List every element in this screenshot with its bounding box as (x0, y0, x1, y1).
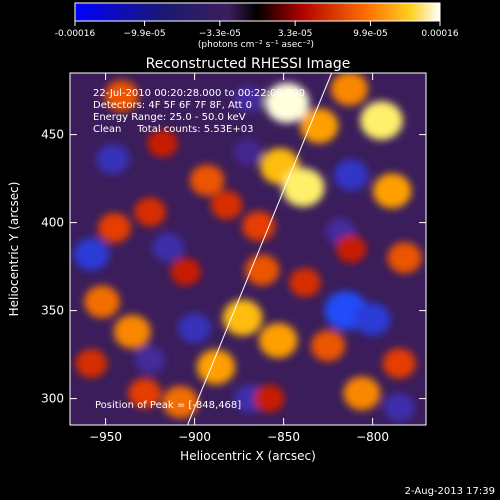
x-tick-label: −800 (356, 430, 389, 444)
heatmap-blob (245, 254, 280, 286)
x-tick-label: −900 (178, 430, 211, 444)
heatmap-blob (98, 212, 131, 243)
heatmap-blob (222, 299, 263, 336)
heatmap-blob (387, 242, 422, 274)
heatmap-blob (334, 159, 369, 191)
heatmap-blob (232, 85, 264, 114)
heatmap-blob (289, 268, 321, 297)
heatmap-blobs (73, 73, 422, 422)
chart-title: Reconstructed RHESSI Image (146, 56, 351, 72)
heatmap-blob (104, 80, 139, 112)
heatmap-blob (113, 314, 151, 349)
footer-date: 2-Aug-2013 17:39 (405, 486, 495, 497)
annotation-time-range: 22-Jul-2010 00:20:28.000 to 00:22:00.000 (93, 88, 305, 99)
heatmap-blob (210, 190, 243, 220)
heatmap-blob (75, 349, 108, 378)
heatmap-blob (354, 303, 391, 336)
y-tick-label: 400 (41, 216, 64, 230)
colorbar-tick-label: -0.00016 (55, 29, 96, 39)
heatmap-blob (128, 378, 162, 409)
heatmap-blob (152, 232, 184, 262)
heatmap-blob (196, 349, 236, 385)
colorbar (74, 2, 441, 22)
heatmap-blob (343, 376, 381, 411)
heatmap-blob (330, 73, 369, 106)
heatmap-blob (189, 164, 225, 196)
heatmap-blob (265, 82, 310, 123)
heatmap-blob (233, 139, 263, 166)
heatmap-blob (73, 238, 110, 271)
colorbar-ticks: -0.00016 −9.9e-05 −3.3e-05 3.3e-05 9.9e-05 0.… (55, 21, 459, 39)
heatmap-blob (382, 348, 416, 379)
x-tick-label: −950 (89, 430, 122, 444)
y-axis-label: Heliocentric Y (arcsec) (7, 182, 21, 317)
heatmap-blob (281, 168, 325, 207)
heatmap-blob (372, 173, 412, 209)
heatmap-blob (360, 101, 403, 140)
heatmap-blob (170, 258, 201, 286)
colorbar-tick-label: −9.9e-05 (124, 29, 166, 39)
colorbar-tick-label: 3.3e-05 (278, 29, 313, 39)
heatmap-blob (178, 313, 212, 344)
y-tick-label: 450 (41, 128, 64, 142)
colorbar-unit-label: (photons cm⁻² s⁻¹ asec⁻²) (198, 40, 314, 50)
heatmap-blob (259, 323, 298, 359)
heatmap-blob (134, 346, 166, 374)
peak-position-label: Position of Peak = [-848,468] (95, 400, 241, 411)
heatmap-blob (310, 330, 346, 362)
x-tick-label: −850 (267, 430, 300, 444)
heatmap-blob (383, 393, 416, 422)
heatmap-blob (96, 144, 130, 175)
heatmap-blob (254, 384, 285, 413)
heatmap-blob (299, 108, 339, 144)
annotation-detectors: Detectors: 4F 5F 6F 7F 8F, Att 0 (93, 100, 252, 111)
heatmap-blob (242, 211, 276, 242)
heatmap-blob (162, 385, 199, 419)
axis-ticks: −950 −900 −850 −800 300 350 400 450 (41, 73, 426, 444)
colorbar-tick-label: 0.00016 (421, 29, 458, 39)
x-axis-label: Heliocentric X (arcsec) (180, 449, 316, 463)
heatmap-blob (84, 285, 120, 319)
heatmap-blob (336, 235, 367, 263)
y-tick-label: 350 (41, 304, 64, 318)
annotation-energy-range: Energy Range: 25.0 - 50.0 keV (93, 112, 246, 123)
y-tick-label: 300 (41, 392, 64, 406)
heatmap-blob (134, 197, 166, 227)
annotation-clean-counts: Clean Total counts: 5.53E+03 (93, 124, 253, 135)
plot-frame (69, 72, 427, 426)
colorbar-tick-label: 9.9e-05 (353, 29, 388, 39)
heatmap-blob (147, 129, 178, 158)
colorbar-tick-label: −3.3e-05 (199, 29, 241, 39)
solar-limb-line (187, 73, 333, 425)
